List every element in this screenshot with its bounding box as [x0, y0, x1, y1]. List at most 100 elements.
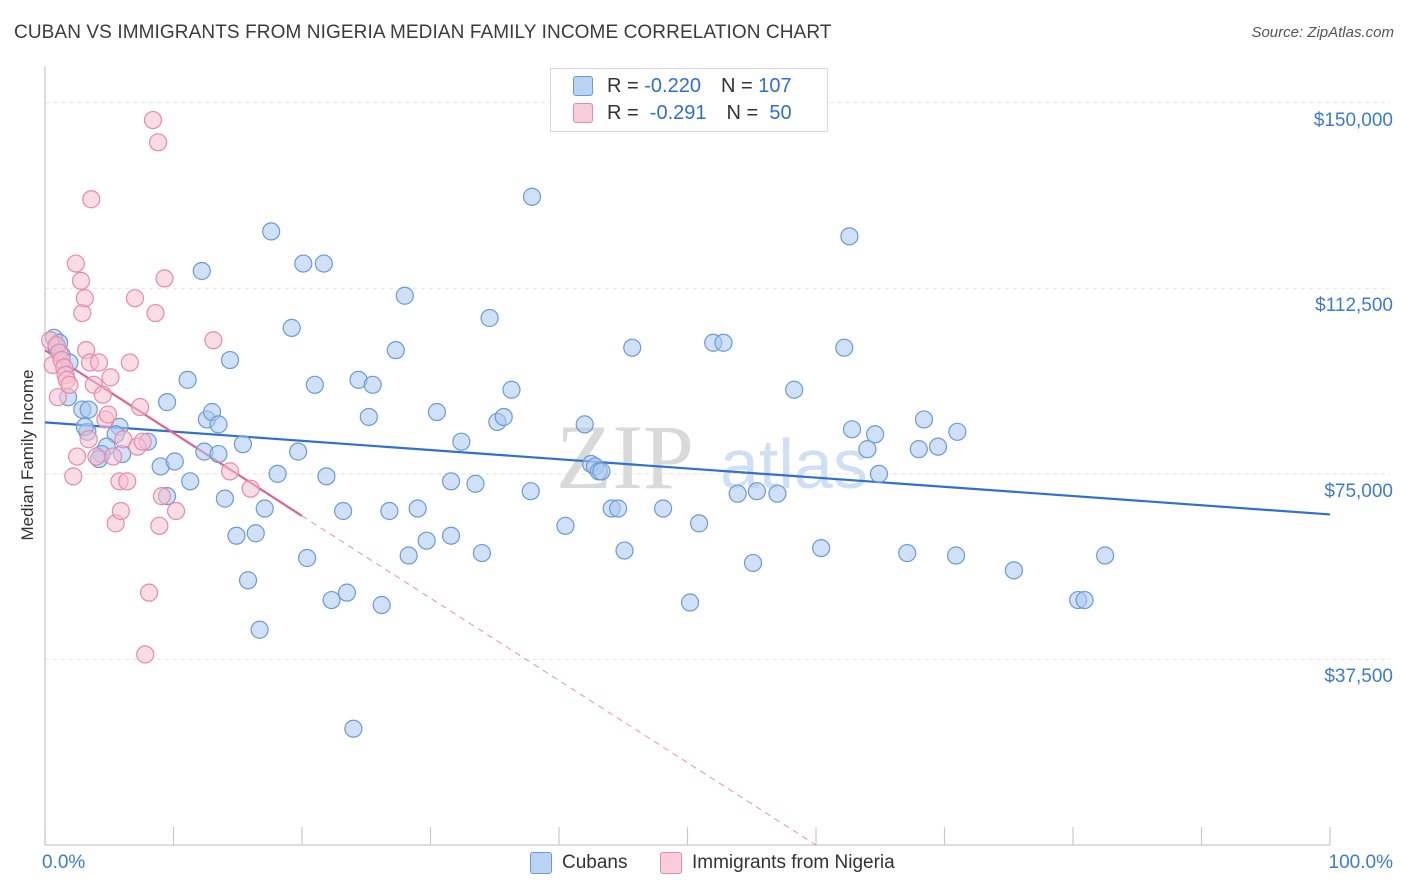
nigeria-point [139, 583, 159, 602]
nigeria-point [114, 430, 133, 449]
nigeria-point [104, 447, 123, 466]
cubans-point [592, 462, 611, 481]
nigeria-trend-extension [301, 515, 817, 846]
cubans-point [689, 514, 709, 533]
cubans-point [417, 531, 436, 550]
legend-r-label: R = [607, 74, 645, 97]
cubans-point [575, 415, 594, 434]
series-legend-cubans[interactable]: Cubans [530, 852, 628, 874]
y-tick-label: $150,000 [1313, 109, 1393, 131]
cubans-point [399, 546, 418, 565]
data-points [41, 110, 1115, 738]
cubans-point [1004, 561, 1023, 580]
cubans-point [909, 440, 928, 459]
nigeria-point [82, 190, 101, 209]
cubans-point [157, 393, 177, 412]
cubans-point [858, 440, 877, 459]
nigeria-point [125, 289, 145, 308]
nigeria-point [89, 353, 109, 372]
cubans-point [521, 482, 540, 501]
x-tick-label-max: 100.0% [1328, 852, 1393, 873]
cubans-point [79, 400, 98, 419]
nigeria-point [71, 271, 91, 290]
legend-swatch-cubans [573, 76, 593, 96]
cubans-point [227, 526, 246, 545]
nigeria-point [75, 289, 94, 308]
cubans-point [1096, 546, 1115, 565]
cubans-point [714, 333, 733, 352]
cubans-point [946, 546, 966, 565]
cubans-point [653, 499, 673, 518]
y-tick-label: $112,500 [1315, 295, 1393, 317]
nigeria-point [98, 405, 118, 424]
nigeria-point [136, 645, 155, 664]
nigeria-point [111, 501, 130, 521]
cubans-point [441, 526, 461, 545]
nigeria-point [64, 467, 83, 486]
nigeria-point [130, 397, 150, 417]
nigeria-point [66, 254, 85, 273]
cubans-point [386, 341, 405, 360]
legend-n-label: N = [720, 74, 759, 97]
series-swatch-cubans [530, 852, 552, 874]
nigeria-point [150, 516, 169, 535]
nigeria-point [73, 303, 92, 323]
cubans-point [262, 222, 281, 241]
series-legend-nigeria[interactable]: Immigrants from Nigeria [660, 852, 895, 874]
cubans-point [948, 422, 967, 441]
legend-n-value: 50 [763, 101, 792, 124]
nigeria-point [204, 331, 223, 350]
cubans-trend-line [44, 421, 1331, 516]
cubans-point [209, 415, 228, 434]
cubans-point [220, 350, 240, 370]
series-legend: Cubans Immigrants from Nigeria [0, 852, 1406, 878]
y-tick-label: $37,500 [1324, 666, 1393, 688]
cubans-point [246, 524, 265, 543]
cubans-point [522, 187, 542, 206]
cubans-point [869, 464, 889, 483]
cubans-point [615, 541, 634, 560]
cubans-point [268, 464, 287, 483]
cubans-point [743, 553, 763, 573]
cubans-point [314, 254, 333, 273]
nigeria-point [143, 110, 163, 130]
nigeria-point [48, 388, 67, 407]
cubans-point [209, 444, 228, 464]
cubans-point [502, 380, 521, 399]
cubans-point [472, 543, 491, 563]
cubans-point [785, 380, 804, 399]
cubans-point [372, 595, 391, 615]
cubans-point [914, 410, 934, 429]
cubans-point [928, 437, 948, 456]
cubans-point [835, 338, 854, 357]
nigeria-point [101, 368, 120, 387]
legend-row-nigeria: R = -0.291 N = 50 [551, 100, 792, 126]
cubans-point [192, 261, 211, 281]
cubans-point [427, 402, 447, 422]
cubans-point [452, 432, 471, 451]
series-label-cubans: Cubans [562, 852, 628, 873]
cubans-point [480, 308, 499, 328]
nigeria-point [152, 487, 172, 506]
cubans-point [344, 719, 363, 738]
stats-legend: R = -0.220 N = 107 R = -0.291 N = 50 [550, 68, 828, 132]
cubans-point [215, 489, 234, 508]
axes [44, 66, 1331, 846]
cubans-point [408, 499, 427, 518]
cubans-point [728, 484, 747, 503]
nigeria-point [120, 353, 139, 372]
cubans-point [363, 375, 382, 394]
cubans-point [294, 254, 313, 273]
cubans-point [233, 435, 252, 454]
cubans-point [556, 516, 575, 535]
cubans-point [255, 499, 274, 518]
nigeria-point [60, 375, 79, 394]
x-tick-label-min: 0.0% [42, 852, 86, 873]
nigeria-point [241, 479, 260, 498]
cubans-point [317, 467, 336, 486]
cubans-point [609, 499, 628, 518]
cubans-point [623, 338, 642, 357]
chart-title: CUBAN VS IMMIGRANTS FROM NIGERIA MEDIAN … [14, 22, 832, 43]
legend-r-label: R = [607, 101, 645, 124]
